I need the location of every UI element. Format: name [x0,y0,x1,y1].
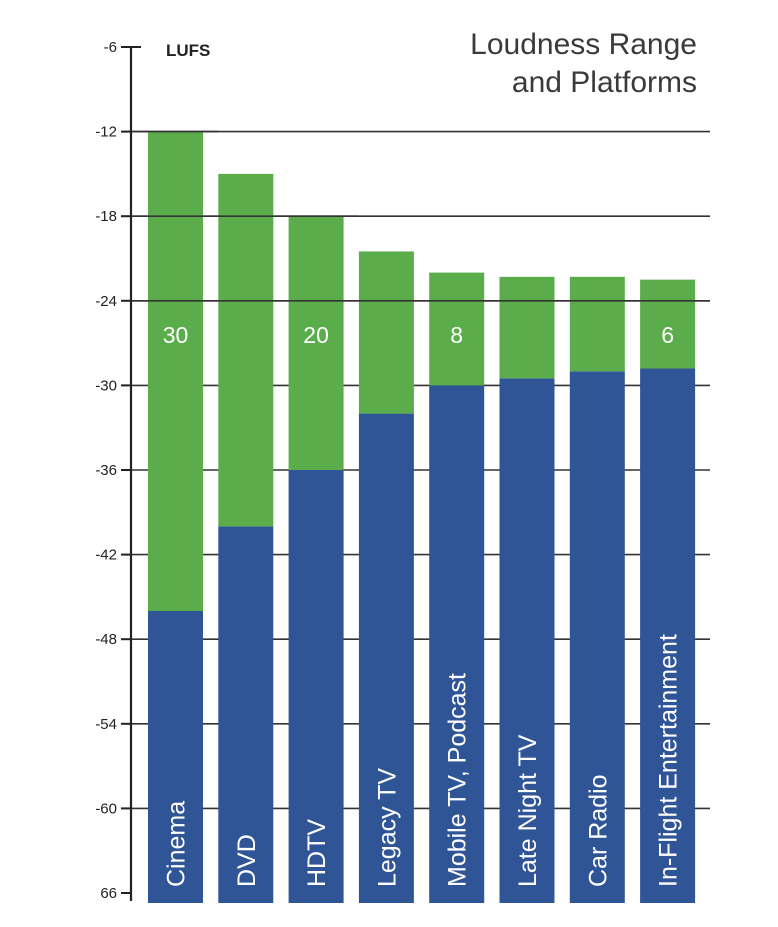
bar-lower [148,611,203,903]
bar-lower [640,368,696,904]
y-tick-label: -60 [95,800,117,817]
category-label: Legacy TV [373,768,401,887]
bars [148,131,696,904]
y-tick-label: -30 [95,377,117,394]
range-label: 20 [303,322,329,348]
y-tick-label: -42 [95,547,117,564]
bar-lower [218,526,274,903]
range-label: 8 [450,322,463,348]
bar-upper [499,276,555,379]
y-tick-label: 66 [100,885,117,902]
y-tick-label: -24 [95,293,117,310]
bar-upper [358,251,414,414]
bar-upper [288,216,344,470]
category-label: HDTV [303,819,331,887]
category-label: In-Flight Entertainment [655,634,683,887]
y-tick-label: -48 [95,631,117,648]
y-tick-label: -12 [95,124,117,141]
labels: Cinema 30 DVD HDTV 20 Legacy TV Mobile TV, Pod… [163,322,683,887]
bar-upper [429,272,485,386]
bar-lower [358,413,414,903]
bar-lower [569,371,625,903]
y-tick-label: -6 [104,39,117,56]
unit-label: LUFS [166,41,210,60]
bar-upper [148,131,203,611]
y-tick-label: -54 [95,716,117,733]
y-tick-label: -36 [95,462,117,479]
category-label: Car Radio [584,774,612,887]
chart-title-line-1: Loudness Range [470,28,697,61]
bar-lower [429,385,485,903]
category-label: Late Night TV [514,734,542,887]
range-label: 6 [661,322,674,348]
y-axis: -6 -12 -18 -24 -30 -36 -42 -48 -54 -60 66 [95,39,710,902]
bar-upper [218,173,274,527]
bar-upper [640,279,696,369]
category-label: Cinema [163,801,191,887]
bar-lower [499,378,555,904]
y-tick-label: -18 [95,208,117,225]
category-label: Mobile TV, Podcast [444,673,472,887]
bar-upper [569,276,625,372]
bar-lower [288,470,344,903]
range-label: 30 [163,322,189,348]
chart-title-line-2: and Platforms [512,66,697,99]
category-label: DVD [233,834,261,887]
